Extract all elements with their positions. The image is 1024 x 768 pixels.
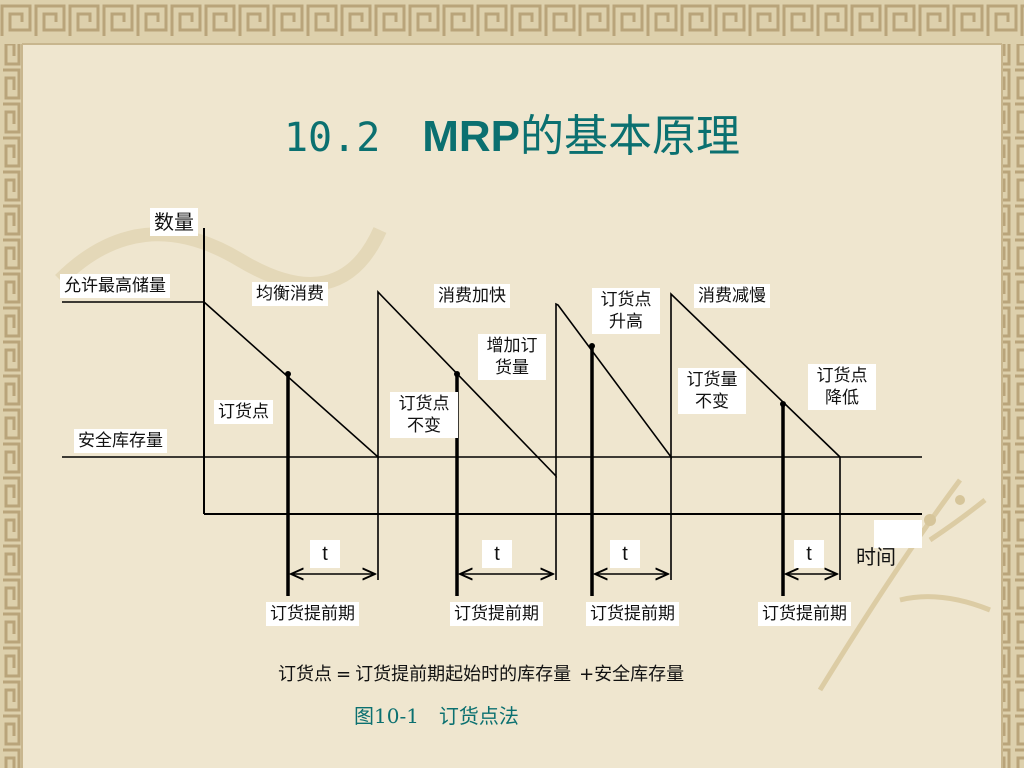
safety-stock-label: 安全库存量 bbox=[74, 429, 167, 453]
formula-left: 订货点 bbox=[278, 664, 332, 685]
reorder-label-4: 订货点降低 bbox=[808, 364, 876, 410]
note-label-2: 增加订货量 bbox=[478, 334, 546, 380]
title-latin: MRP bbox=[422, 112, 521, 161]
x-axis-label-box bbox=[874, 520, 922, 548]
formula-plus: +安全库存量 bbox=[579, 664, 685, 685]
phase-label-3: 订货点升高 bbox=[592, 288, 660, 334]
lead-time-label-4: 订货提前期 bbox=[758, 602, 851, 626]
inventory-curve bbox=[203, 290, 841, 478]
lead-time-symbol-3: t bbox=[610, 540, 640, 568]
phase-label-2: 消费加快 bbox=[434, 284, 510, 308]
note-label-4: 订货量不变 bbox=[678, 368, 746, 414]
max-stock-label: 允许最高储量 bbox=[60, 274, 170, 298]
slide-title: 10.2 MRP的基本原理 bbox=[0, 100, 1024, 164]
y-axis-label: 数量 bbox=[150, 208, 198, 236]
phase-label-1: 均衡消费 bbox=[252, 282, 328, 306]
reorder-label-2: 订货点不变 bbox=[390, 392, 458, 438]
lead-time-symbol-2: t bbox=[482, 540, 512, 568]
formula-right: 订货提前期起始时的库存量 bbox=[355, 664, 572, 685]
title-cn: 的基本原理 bbox=[520, 111, 741, 162]
phase-label-4: 消费减慢 bbox=[694, 284, 770, 308]
title-number: 10.2 bbox=[283, 115, 381, 161]
lead-time-label-3: 订货提前期 bbox=[586, 602, 679, 626]
formula-eq: = bbox=[336, 664, 352, 685]
formula: 订货点 = 订货提前期起始时的库存量 +安全库存量 bbox=[278, 660, 684, 686]
lead-time-label-1: 订货提前期 bbox=[266, 602, 359, 626]
lead-time-symbol-4: t bbox=[794, 540, 824, 568]
figure-caption: 图10-1 订货点法 bbox=[354, 704, 519, 728]
lead-time-label-2: 订货提前期 bbox=[450, 602, 543, 626]
lead-time-symbol-1: t bbox=[310, 540, 340, 568]
x-axis-label-text: 时间 bbox=[856, 545, 896, 569]
reorder-label-1: 订货点 bbox=[214, 400, 273, 424]
